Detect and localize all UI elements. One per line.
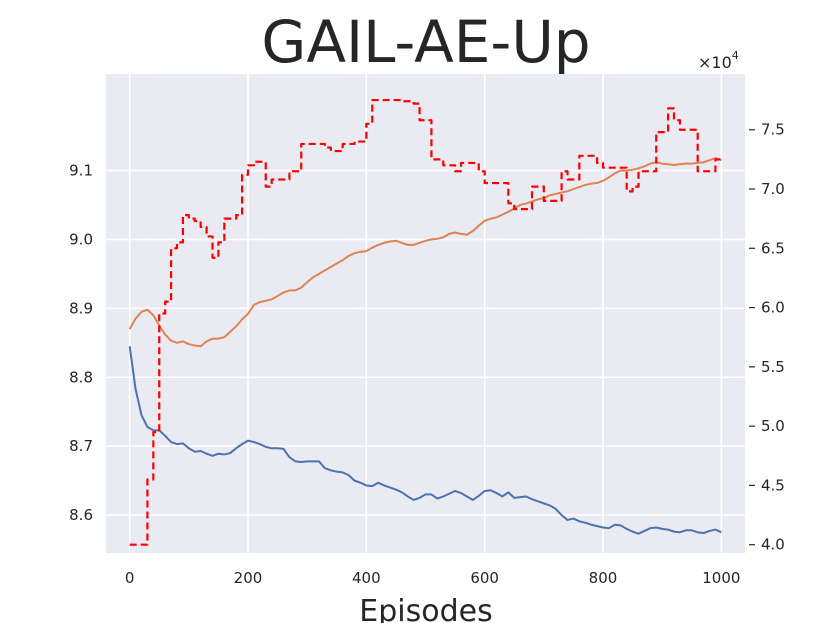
right-tick-label: 4.0: [761, 536, 785, 554]
plot-background: [106, 74, 745, 553]
right-tick-label: 6.0: [761, 299, 785, 317]
left-tick-label: 8.8: [69, 368, 93, 386]
right-tick-label: 7.0: [761, 180, 785, 198]
x-tick-label: 800: [589, 569, 618, 587]
right-axis-multiplier-exponent: 4: [732, 49, 739, 62]
left-axis: 8.6 8.7 8.8 8.9 9.0 9.1: [69, 161, 93, 524]
series-line-2: [128, 157, 722, 348]
series-layer: [128, 98, 722, 546]
left-tick-label: 8.7: [69, 437, 93, 455]
right-tick-label: 5.5: [761, 358, 785, 376]
right-axis-multiplier: ×104: [698, 49, 739, 72]
series-line-3: [129, 98, 722, 546]
x-tick-label: 200: [234, 569, 263, 587]
chart-title: GAIL-AE-Up: [261, 8, 590, 76]
series-line-1: [128, 346, 722, 535]
left-tick-label: 8.6: [69, 506, 93, 524]
right-tick-label: 6.5: [761, 239, 785, 257]
right-tick-label: 5.0: [761, 417, 785, 435]
x-tick-label: 400: [352, 569, 381, 587]
x-axis-label: Episodes: [359, 594, 492, 623]
left-tick-label: 8.9: [69, 299, 93, 317]
x-tick-label: 0: [125, 569, 135, 587]
x-axis: 0 200 400 600 800 1000: [125, 569, 741, 587]
right-tick-label: 7.5: [761, 121, 785, 139]
right-axis-multiplier-base: ×10: [698, 53, 732, 72]
x-tick-label: 1000: [702, 569, 740, 587]
right-axis: 4.0 4.5 5.0 5.5 6.0 6.5 7.0 7.5: [749, 121, 785, 554]
right-tick-label: 4.5: [761, 476, 785, 494]
grid: [106, 74, 745, 553]
x-tick-label: 600: [470, 569, 499, 587]
left-tick-label: 9.1: [69, 161, 93, 179]
left-tick-label: 9.0: [69, 230, 93, 248]
